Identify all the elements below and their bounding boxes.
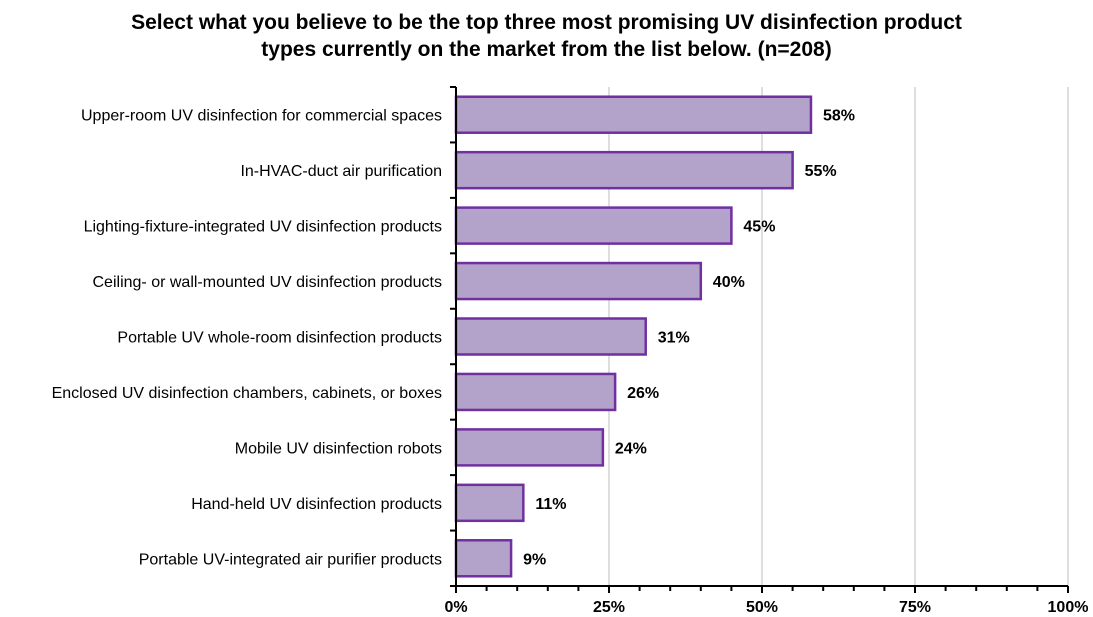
bars (454, 95, 813, 578)
category-label-2: Lighting-fixture-integrated UV disinfect… (84, 219, 442, 236)
value-label-7: 11% (535, 496, 566, 513)
category-label-0: Upper-room UV disinfection for commercia… (81, 108, 442, 125)
value-label-3: 40% (713, 274, 745, 291)
bar-6 (454, 428, 605, 467)
bar-8 (454, 539, 513, 578)
bar-1 (454, 150, 794, 190)
value-label-2: 45% (743, 219, 775, 236)
value-label-6: 24% (615, 440, 647, 457)
category-label-5: Enclosed UV disinfection chambers, cabin… (52, 385, 442, 402)
chart-title: Select what you believe to be the top th… (0, 9, 1093, 63)
value-label-4: 31% (658, 330, 690, 347)
x-tick-label-2: 50% (746, 599, 778, 616)
bar-2 (454, 206, 733, 245)
x-tick-label-1: 25% (593, 599, 625, 616)
x-tick-label-3: 75% (899, 599, 931, 616)
value-label-1: 55% (805, 163, 837, 180)
category-label-4: Portable UV whole-room disinfection prod… (117, 330, 442, 347)
category-label-3: Ceiling- or wall-mounted UV disinfection… (93, 274, 443, 291)
bar-0 (454, 95, 813, 134)
category-label-8: Portable UV-integrated air purifier prod… (139, 551, 442, 568)
bar-7 (454, 483, 525, 523)
bar-5 (454, 372, 617, 412)
chart-title-line-1: Select what you believe to be the top th… (131, 11, 962, 34)
value-label-8: 9% (523, 551, 546, 568)
value-label-5: 26% (627, 385, 659, 402)
category-label-1: In-HVAC-duct air purification (240, 163, 442, 180)
value-label-0: 58% (823, 108, 855, 125)
category-label-6: Mobile UV disinfection robots (235, 440, 442, 457)
category-label-7: Hand-held UV disinfection products (191, 496, 442, 513)
chart-title-line-2: types currently on the market from the l… (261, 38, 832, 61)
bar-4 (454, 317, 647, 356)
labels: Upper-room UV disinfection for commercia… (52, 108, 1089, 616)
axes (450, 86, 1069, 593)
x-tick-label-0: 0% (444, 599, 467, 616)
x-tick-label-4: 100% (1048, 599, 1089, 616)
bar-3 (454, 261, 703, 301)
